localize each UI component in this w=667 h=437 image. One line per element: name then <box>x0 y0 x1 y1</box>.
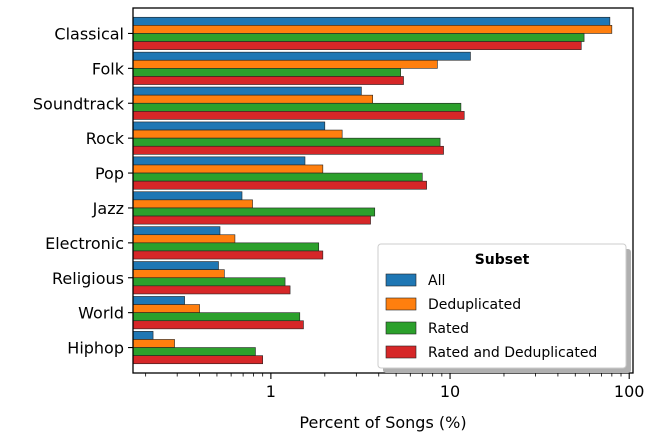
y-tick-label-electronic: Electronic <box>45 234 124 253</box>
y-tick-label-world: World <box>78 304 124 323</box>
bar-world-rated <box>132 312 301 322</box>
x-axis: 1 10 100 <box>145 373 645 401</box>
bar-rock-rated <box>132 137 441 147</box>
bar-pop-rated-and-deduplicated <box>132 180 427 190</box>
bar-folk-all <box>132 51 471 61</box>
x-tick-label-1: 1 <box>266 382 276 401</box>
bar-soundtrack-rated-and-deduplicated <box>132 111 465 120</box>
bar-electronic-rated-and-deduplicated <box>132 250 324 260</box>
legend-swatch-deduplicated <box>385 297 417 311</box>
y-tick-label-religious: Religious <box>52 269 124 288</box>
legend-label-rated: Rated <box>428 321 469 337</box>
bar-jazz-rated-and-deduplicated <box>132 215 371 225</box>
bar-electronic-rated <box>132 242 320 252</box>
bars-group <box>132 16 613 365</box>
bar-hiphop-all <box>132 331 154 340</box>
legend-label-deduplicated: Deduplicated <box>428 297 521 313</box>
legend-label-rated-and-deduplicated: Rated and Deduplicated <box>428 345 597 361</box>
bar-rock-deduplicated <box>132 129 343 139</box>
y-tick-label-soundtrack: Soundtrack <box>33 94 125 113</box>
y-tick-label-classical: Classical <box>54 24 124 43</box>
bar-religious-all <box>132 261 219 270</box>
legend-swatch-all <box>385 273 417 287</box>
x-axis-label: Percent of Songs (%) <box>299 413 466 432</box>
bar-world-all <box>132 296 185 305</box>
bar-jazz-rated <box>132 207 376 217</box>
plot-frame <box>132 7 634 374</box>
y-tick-label-folk: Folk <box>92 59 125 78</box>
bar-folk-rated <box>132 68 401 77</box>
bar-soundtrack-deduplicated <box>132 94 373 104</box>
bar-religious-rated-and-deduplicated <box>132 285 291 295</box>
legend-title: Subset <box>475 252 530 268</box>
bar-rock-rated-and-deduplicated <box>132 145 444 155</box>
bar-folk-rated-and-deduplicated <box>132 76 404 85</box>
bar-classical-deduplicated <box>132 25 613 34</box>
legend-label-all: All <box>428 273 445 289</box>
y-tick-label-rock: Rock <box>86 129 125 148</box>
legend: Subset All Deduplicated Rated Rated and Dedu… <box>377 243 631 373</box>
bar-pop-all <box>132 156 306 166</box>
bar-religious-rated <box>132 277 286 287</box>
y-axis: Classical Folk Soundtrack Rock Pop Jazz Electr… <box>33 24 133 358</box>
bar-electronic-deduplicated <box>132 234 236 244</box>
y-tick-label-pop: Pop <box>95 164 124 183</box>
legend-box <box>377 243 627 369</box>
bar-folk-deduplicated <box>132 59 438 69</box>
bar-electronic-all <box>132 226 221 236</box>
bar-soundtrack-all <box>132 86 362 96</box>
bar-classical-all <box>132 16 611 26</box>
x-tick-label-100: 100 <box>614 382 645 401</box>
y-tick-label-jazz: Jazz <box>92 199 124 218</box>
bar-religious-deduplicated <box>132 269 225 279</box>
bar-jazz-all <box>132 191 243 201</box>
bar-soundtrack-rated <box>132 102 462 112</box>
bar-world-deduplicated <box>132 304 200 313</box>
bar-world-rated-and-deduplicated <box>132 320 304 330</box>
bar-rock-all <box>132 121 326 131</box>
bar-pop-deduplicated <box>132 164 324 174</box>
bar-jazz-deduplicated <box>132 199 253 209</box>
legend-swatch-rated <box>385 321 417 335</box>
y-tick-label-hiphop: Hiphop <box>67 339 124 358</box>
bar-classical-rated-and-deduplicated <box>132 41 582 50</box>
bar-pop-rated <box>132 172 423 182</box>
bar-classical-rated <box>132 33 585 42</box>
bar-hiphop-rated <box>132 347 256 356</box>
x-tick-label-10: 10 <box>440 382 460 401</box>
bar-hiphop-deduplicated <box>132 339 175 348</box>
bar-hiphop-rated-and-deduplicated <box>132 355 263 365</box>
legend-swatch-rated-and-deduplicated <box>385 345 417 359</box>
